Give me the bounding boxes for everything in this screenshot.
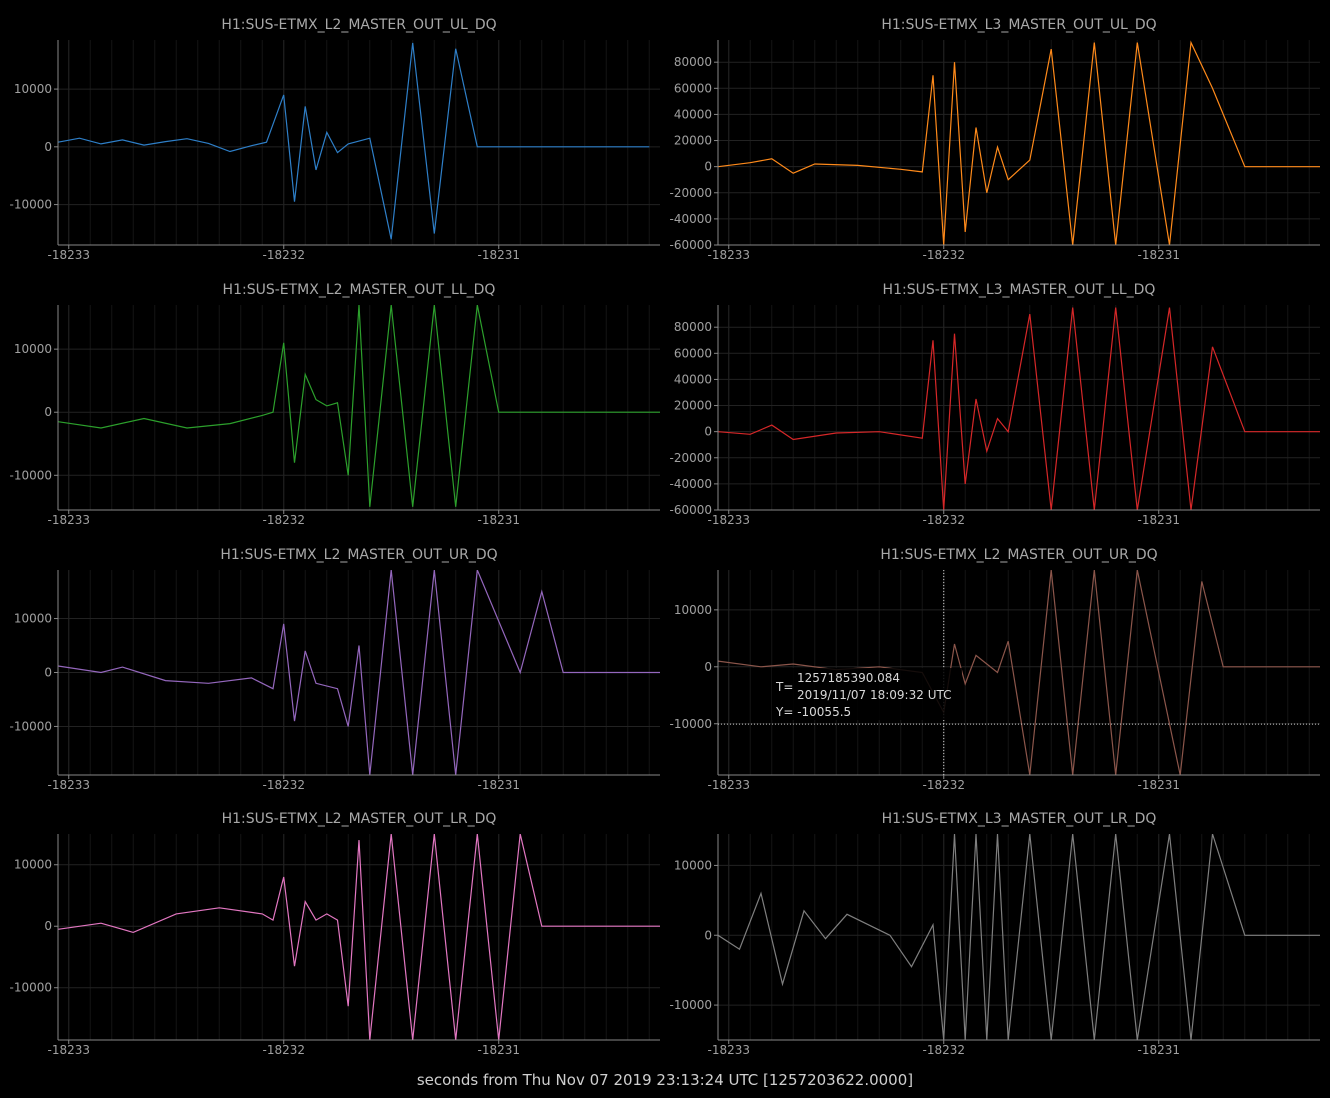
y-tick-label: 40000 — [674, 107, 712, 121]
y-tick-label: 60000 — [674, 81, 712, 95]
y-tick-label: -60000 — [669, 503, 712, 517]
y-tick-label: 0 — [44, 919, 52, 933]
series-line — [718, 40, 1320, 245]
chart-panel-2: H1:SUS-ETMX_L3_MASTER_OUT_UL_DQ -18233 -18… — [669, 17, 1320, 262]
y-tick-label: 10000 — [14, 858, 52, 872]
x-tick-label: -18233 — [707, 778, 750, 792]
y-tick-label: -10000 — [9, 981, 52, 995]
y-tick-label: 0 — [704, 928, 712, 942]
tooltip-box — [772, 668, 962, 720]
y-tick-label: 80000 — [674, 55, 712, 69]
chart-title: H1:SUS-ETMX_L2_MASTER_OUT_UR_DQ — [220, 547, 497, 563]
chart-panel-6: H1:SUS-ETMX_L2_MASTER_OUT_UR_DQ -18233 -18… — [669, 547, 1320, 792]
y-tick-label: 0 — [44, 140, 52, 154]
tooltip-t-label: T= — [775, 680, 793, 694]
x-tick-label: -18231 — [477, 513, 520, 527]
y-tick-label: 60000 — [674, 346, 712, 360]
y-tick-label: 80000 — [674, 320, 712, 334]
chart-panel-7: H1:SUS-ETMX_L2_MASTER_OUT_LR_DQ -18233 -18… — [9, 811, 660, 1057]
x-tick-label: -18233 — [47, 248, 90, 262]
x-axis-caption: seconds from Thu Nov 07 2019 23:13:24 UT… — [416, 1071, 914, 1089]
x-tick-label: -18231 — [477, 248, 520, 262]
y-tick-label: -20000 — [669, 186, 712, 200]
x-tick-label: -18233 — [707, 1043, 750, 1057]
y-tick-label: 0 — [704, 425, 712, 439]
x-tick-label: -18232 — [262, 248, 305, 262]
chart-title: H1:SUS-ETMX_L2_MASTER_OUT_UR_DQ — [880, 547, 1157, 563]
y-tick-label: 0 — [44, 405, 52, 419]
chart-panel-8: H1:SUS-ETMX_L3_MASTER_OUT_LR_DQ -18233 -18… — [669, 811, 1320, 1057]
x-tick-label: -18232 — [262, 513, 305, 527]
x-tick-label: -18232 — [262, 778, 305, 792]
x-tick-label: -18232 — [922, 513, 965, 527]
y-tick-label: -10000 — [9, 468, 52, 482]
series-line — [718, 834, 1320, 1040]
y-tick-label: 0 — [44, 666, 52, 680]
chart-title: H1:SUS-ETMX_L2_MASTER_OUT_UL_DQ — [221, 17, 496, 33]
tooltip-gps: 1257185390.084 — [797, 671, 900, 685]
chart-title: H1:SUS-ETMX_L3_MASTER_OUT_LR_DQ — [882, 811, 1157, 827]
x-tick-label: -18233 — [47, 513, 90, 527]
y-tick-label: 0 — [704, 660, 712, 674]
y-tick-label: -40000 — [669, 212, 712, 226]
tooltip-utc: 2019/11/07 18:09:32 UTC — [797, 688, 951, 702]
x-tick-label: -18233 — [707, 248, 750, 262]
chart-panel-3: H1:SUS-ETMX_L2_MASTER_OUT_LL_DQ -18233 -18… — [9, 282, 660, 527]
series-line — [718, 570, 1320, 775]
y-tick-label: 10000 — [674, 603, 712, 617]
series-line — [58, 42, 650, 240]
series-line — [58, 305, 660, 507]
x-tick-label: -18231 — [1137, 1043, 1180, 1057]
x-tick-label: -18232 — [922, 1043, 965, 1057]
x-tick-label: -18233 — [47, 778, 90, 792]
y-tick-label: 10000 — [14, 342, 52, 356]
y-tick-label: 20000 — [674, 134, 712, 148]
chart-title: H1:SUS-ETMX_L3_MASTER_OUT_UL_DQ — [881, 17, 1156, 33]
y-tick-label: -10000 — [9, 198, 52, 212]
y-tick-label: 10000 — [674, 858, 712, 872]
x-tick-label: -18232 — [922, 778, 965, 792]
x-tick-label: -18231 — [477, 778, 520, 792]
y-tick-label: 10000 — [14, 82, 52, 96]
chart-title: H1:SUS-ETMX_L3_MASTER_OUT_LL_DQ — [883, 282, 1156, 298]
chart-panel-1: H1:SUS-ETMX_L2_MASTER_OUT_UL_DQ -18233 -18… — [9, 17, 660, 262]
series-line — [718, 307, 1320, 510]
x-tick-label: -18231 — [1137, 513, 1180, 527]
y-tick-label: 0 — [704, 160, 712, 174]
chart-panel-5: H1:SUS-ETMX_L2_MASTER_OUT_UR_DQ -18233 -18… — [9, 547, 660, 792]
y-tick-label: -10000 — [669, 717, 712, 731]
x-tick-label: -18232 — [262, 1043, 305, 1057]
x-tick-label: -18233 — [47, 1043, 90, 1057]
x-tick-label: -18231 — [477, 1043, 520, 1057]
chart-title: H1:SUS-ETMX_L2_MASTER_OUT_LL_DQ — [223, 282, 496, 298]
y-tick-label: 10000 — [14, 612, 52, 626]
y-tick-label: 20000 — [674, 399, 712, 413]
y-tick-label: 40000 — [674, 372, 712, 386]
x-tick-label: -18231 — [1137, 248, 1180, 262]
x-tick-label: -18233 — [707, 513, 750, 527]
chart-title: H1:SUS-ETMX_L2_MASTER_OUT_LR_DQ — [222, 811, 497, 827]
y-tick-label: -10000 — [669, 998, 712, 1012]
series-line — [58, 570, 660, 775]
chart-panel-4: H1:SUS-ETMX_L3_MASTER_OUT_LL_DQ -18233 -18… — [669, 282, 1320, 527]
tooltip-y: Y= -10055.5 — [775, 705, 851, 719]
y-tick-label: -60000 — [669, 238, 712, 252]
x-tick-label: -18232 — [922, 248, 965, 262]
x-tick-label: -18231 — [1137, 778, 1180, 792]
y-tick-label: -40000 — [669, 477, 712, 491]
series-line — [58, 834, 660, 1040]
y-tick-label: -20000 — [669, 451, 712, 465]
y-tick-label: -10000 — [9, 719, 52, 733]
